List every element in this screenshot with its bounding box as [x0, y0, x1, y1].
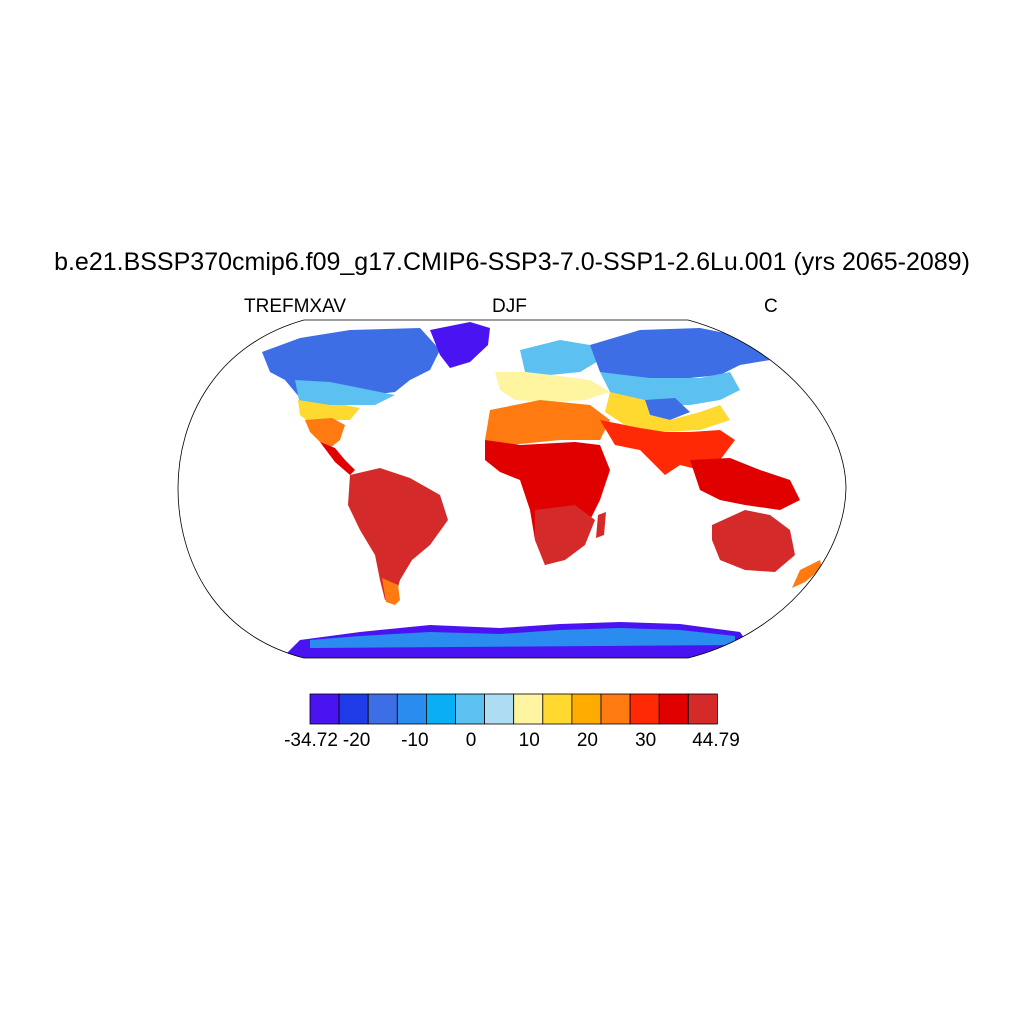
antarctica-coast [310, 628, 735, 648]
colorbar-swatch [571, 693, 602, 725]
southeast-asia [690, 458, 800, 510]
colorbar-tick-label: 20 [576, 730, 599, 751]
colorbar-tick-label: -34.72 [284, 730, 338, 751]
colorbar-swatch [600, 693, 631, 725]
colorbar-tick-label: -10 [401, 730, 429, 751]
colorbar-tick-label: 44.79 [692, 730, 740, 751]
land-fill-layer [262, 322, 822, 658]
europe-south [495, 372, 610, 402]
map-outline [177, 319, 847, 659]
colorbar-swatch [455, 693, 486, 725]
asia-south-band [605, 392, 730, 432]
europe-north [520, 340, 600, 375]
north-america-south [298, 400, 360, 425]
colorbar-swatch [542, 693, 573, 725]
colorbar-swatch [309, 693, 340, 725]
australia-region [712, 510, 795, 572]
colorbar-swatch [513, 693, 544, 725]
colorbar-tick-label: -20 [342, 730, 371, 751]
africa-north [485, 400, 610, 445]
colorbar-swatch [484, 693, 515, 725]
variable-label: TREFMXAV [244, 296, 347, 317]
season-label: DJF [492, 296, 527, 317]
colorbar-tick-label: 10 [518, 730, 540, 751]
mexico-region [305, 418, 345, 448]
tibet-region [645, 398, 690, 420]
units-label: C [764, 296, 778, 317]
colorbar-swatch [687, 693, 718, 725]
asia-mid [600, 372, 740, 405]
colorbar-tick-label: 0 [465, 730, 477, 751]
colorbar-swatch [629, 693, 660, 725]
colorbar-swatch [396, 693, 427, 725]
colorbar-swatch [338, 693, 369, 725]
colorbar-swatch [425, 693, 456, 725]
patagonia [382, 578, 400, 605]
greenland-region [430, 322, 490, 368]
south-america-region [348, 468, 448, 600]
asia-north [590, 328, 770, 380]
colorbar-tick-labels: -34.72 -20 -10 0 10 20 30 44.79 [0, 730, 1024, 760]
africa-south [535, 505, 595, 565]
colorbar-swatch [658, 693, 689, 725]
colorbar-tick-label: 30 [635, 730, 657, 751]
madagascar [596, 512, 606, 538]
north-america-mid [295, 380, 395, 410]
central-america [320, 442, 355, 475]
new-zealand [792, 560, 822, 588]
map-title: b.e21.BSSP370cmip6.f09_g17.CMIP6-SSP3-7.… [54, 248, 970, 276]
colorbar-swatch [367, 693, 398, 725]
colorbar [309, 693, 718, 725]
